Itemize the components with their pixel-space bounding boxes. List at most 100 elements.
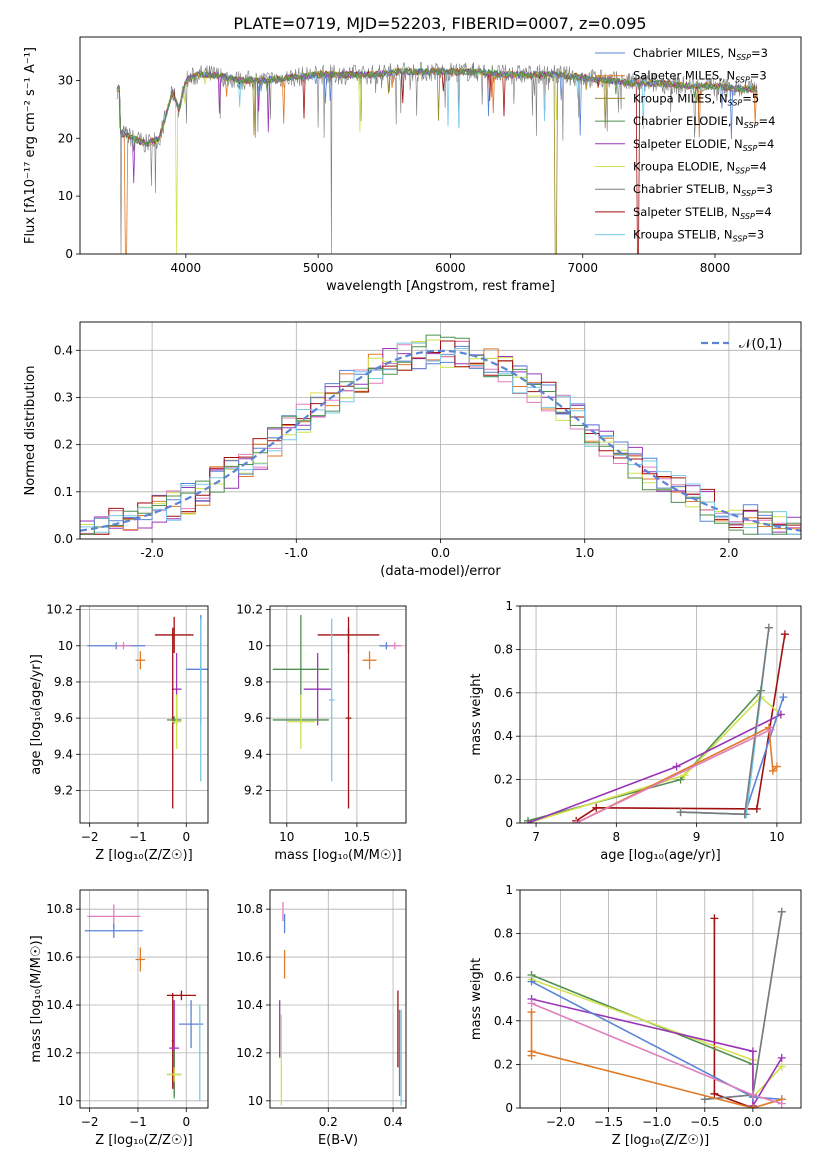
y-tick-label: 10.6 (236, 950, 263, 964)
plus-marker (748, 1047, 757, 1056)
panel-spectrum: 4000 5000 6000 7000 8000 0 10 20 30 wavelength [A… (23, 36, 802, 294)
y-tick-label: 0 (505, 1101, 513, 1115)
weight-line-chabrier_miles (680, 696, 785, 816)
errorbar-point (328, 618, 335, 782)
errorbar-point (166, 716, 182, 724)
y-tick-label: 9.2 (54, 783, 73, 797)
y-tick-label: 0.1 (54, 485, 73, 499)
y-tick-label: 0.4 (494, 1014, 513, 1028)
plus-marker (748, 1090, 757, 1099)
panel-weight_vs_Z: −2.0 −1.5 −1.0 −0.5 0.0 0 0.2 0.4 0.6 0.8 1 Z [log₁… (469, 883, 802, 1148)
axes-frame (79, 889, 209, 1109)
plus-marker (772, 762, 781, 771)
histogram-chabrier_miles (80, 345, 801, 535)
errorbar-point (171, 993, 174, 1089)
x-axis-label: (data-model)/error (380, 564, 501, 579)
x-tick-label: −2 (81, 1115, 99, 1129)
plot-area (520, 606, 801, 823)
y-tick-label: 0.2 (494, 1057, 513, 1071)
errorbar-point (154, 616, 194, 654)
x-tick-label: −1 (129, 830, 147, 844)
plot-area (80, 322, 801, 539)
y-tick-label: 10.2 (236, 1046, 263, 1060)
legend-label: Chabrier ELODIE, NSSP=4 (633, 114, 775, 130)
x-axis-label: wavelength [Angstrom, rest frame] (326, 279, 555, 294)
x-tick-label: −0.5 (690, 1115, 719, 1129)
weight-line-chabrier_stelib (704, 911, 783, 1101)
plus-marker (777, 1062, 786, 1071)
plus-marker (592, 803, 601, 812)
axes-frame (79, 605, 209, 824)
histogram-chabrier_elodie (80, 334, 801, 535)
plus-marker (740, 810, 749, 819)
y-tick-label: 10.8 (46, 902, 73, 916)
plot-area (80, 606, 208, 823)
x-tick-label: 0 (182, 830, 190, 844)
axes-frame (79, 36, 802, 255)
legend-label: Salpeter ELODIE, NSSP=4 (633, 137, 774, 153)
weight-line-pink (575, 728, 771, 823)
x-tick-label: 8000 (700, 261, 731, 275)
y-tick-label: 0 (65, 247, 73, 261)
axes-frame (269, 605, 407, 824)
y-tick-label: 0.6 (494, 970, 513, 984)
legend-tail: =5 (742, 91, 759, 105)
plus-marker (527, 1008, 536, 1017)
plus-marker (700, 1095, 709, 1104)
weight-line-chabrier_elodie (531, 974, 754, 1098)
plus-marker (768, 766, 777, 775)
weight-line-salpeter_stelib (575, 634, 786, 822)
x-axis-label: age [log₁₀(age/yr)] (600, 848, 721, 863)
axes-frame (269, 889, 407, 1109)
y-axis-label: mass weight (469, 958, 484, 1040)
figure-title: PLATE=0719, MJD=52203, FIBERID=0007, z=0… (233, 14, 646, 33)
y-tick-label: 0.6 (494, 686, 513, 700)
y-tick-label: 9.6 (244, 711, 263, 725)
x-axis-label: mass [log₁₀(M/M☉)] (274, 848, 401, 863)
x-tick-label: 5000 (303, 261, 334, 275)
x-tick-label: −2.0 (546, 1115, 575, 1129)
axes-frame (519, 605, 802, 824)
y-tick-label: 10 (248, 1094, 263, 1108)
weight-line-salpeter_elodie (527, 713, 782, 823)
y-tick-label: 0.4 (54, 343, 73, 357)
plus-marker (672, 762, 681, 771)
panel-residuals: -2.0 -1.0 0.0 1.0 2.0 0.0 0.1 0.2 0.3 0.4 (data-mo… (23, 321, 802, 579)
plus-marker (676, 808, 685, 817)
x-tick-label: 6000 (435, 261, 466, 275)
legend-sub: SSP (736, 53, 751, 62)
legend-tail: =4 (750, 160, 767, 174)
plus-marker (527, 977, 536, 986)
legend-sub: SSP (733, 235, 748, 244)
plus-marker (780, 630, 789, 639)
errorbar-point (286, 694, 315, 749)
plus-marker (524, 819, 533, 823)
x-tick-label: -1.0 (285, 546, 308, 560)
x-tick-label: 10.5 (344, 830, 371, 844)
panel-age_vs_mass: 10 10.5 9.2 9.4 9.6 9.8 10 10.2 mass [log₁₀(M/M☉… (236, 603, 407, 863)
legend-main: Kroupa ELODIE, N (633, 160, 735, 174)
legend-main: Kroupa MILES, N (633, 91, 728, 105)
y-tick-label: 9.8 (54, 675, 73, 689)
plus-marker (764, 623, 773, 632)
y-tick-label: 10.4 (46, 998, 73, 1012)
x-tick-label: 2.0 (719, 546, 738, 560)
y-tick-label: 1 (505, 883, 513, 897)
legend-sub: SSP (744, 121, 759, 130)
x-tick-label: −1.5 (594, 1115, 623, 1129)
legend-label: Salpeter MILES, NSSP=3 (633, 69, 767, 85)
y-tick-label: 9.4 (244, 747, 263, 761)
x-tick-label: 9 (693, 830, 701, 844)
plus-marker (527, 999, 536, 1008)
errorbar-point (166, 990, 196, 1001)
legend-tail: =3 (756, 182, 773, 196)
legend-main: Chabrier STELIB, N (633, 182, 741, 196)
x-tick-label: 0 (182, 1115, 190, 1129)
y-tick-label: 0.2 (494, 773, 513, 787)
errorbar-point (387, 642, 402, 650)
errorbar-point (171, 694, 182, 749)
legend-sub: SSP (728, 98, 743, 107)
legend-main: Chabrier ELODIE, N (633, 114, 744, 128)
y-tick-label: 9.8 (244, 675, 263, 689)
